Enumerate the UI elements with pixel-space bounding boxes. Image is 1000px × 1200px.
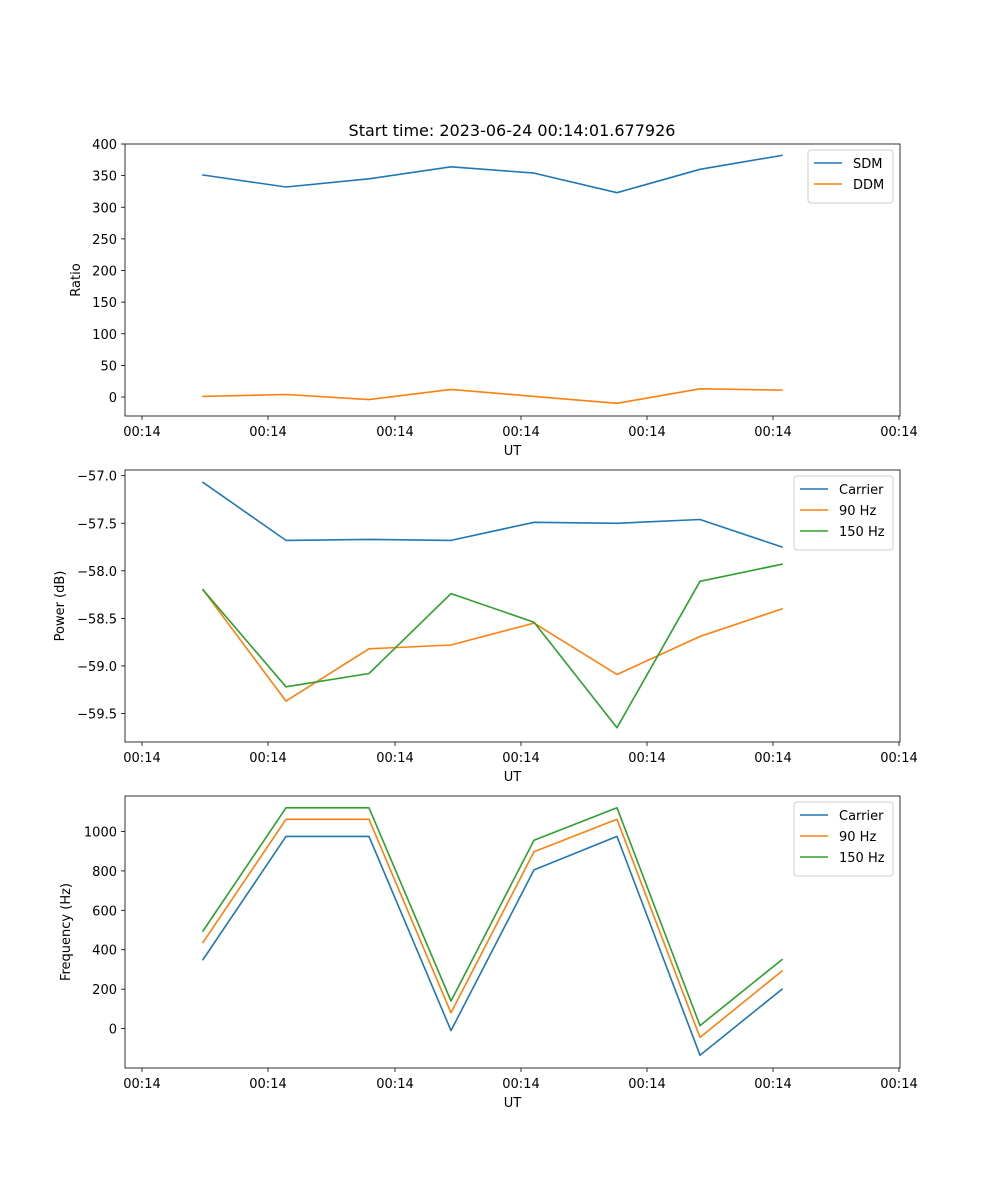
y-tick-label: 300 <box>92 201 117 216</box>
x-tick-label: 00:14 <box>880 425 917 440</box>
x-tick-label: 00:14 <box>628 1077 665 1092</box>
series-line-carrier <box>201 481 784 549</box>
x-tick-label: 00:14 <box>502 1077 539 1092</box>
x-tick-label: 00:14 <box>880 751 917 766</box>
legend-entry: DDM <box>853 178 884 193</box>
x-axis-label: UT <box>504 770 522 785</box>
x-tick-label: 00:14 <box>754 1077 791 1092</box>
y-tick-label: 400 <box>92 138 117 153</box>
legend: Carrier 90 Hz 150 Hz <box>793 801 894 877</box>
legend: Carrier 90 Hz 150 Hz <box>793 475 894 551</box>
x-tick-label: 00:14 <box>376 751 413 766</box>
y-tick-label: 50 <box>100 359 117 374</box>
x-tick-label: 00:14 <box>754 425 791 440</box>
series-line-150-hz <box>201 806 784 1027</box>
y-tick-label: 200 <box>92 983 117 998</box>
legend-entry: SDM <box>853 157 882 172</box>
y-axis-label: Power (dB) <box>53 571 68 642</box>
y-tick-label: −57.5 <box>77 517 117 532</box>
legend-entry: Carrier <box>839 483 884 498</box>
x-axis-label: UT <box>504 1096 522 1111</box>
x-tick-label: 00:14 <box>249 751 286 766</box>
y-tick-label: 800 <box>92 865 117 880</box>
y-tick-label: 250 <box>92 233 117 248</box>
x-tick-label: 00:14 <box>628 751 665 766</box>
legend-entry: 90 Hz <box>839 830 876 845</box>
x-tick-label: 00:14 <box>249 1077 286 1092</box>
chart-title: Start time: 2023-06-24 00:14:01.677926 <box>349 121 676 140</box>
x-tick-label: 00:14 <box>880 1077 917 1092</box>
x-tick-label: 00:14 <box>123 1077 160 1092</box>
y-axis-label: Frequency (Hz) <box>59 883 74 981</box>
x-tick-label: 00:14 <box>502 751 539 766</box>
y-axis-label: Ratio <box>69 263 84 296</box>
y-tick-label: 1000 <box>84 825 117 840</box>
y-tick-label: 400 <box>92 944 117 959</box>
legend: SDM DDM <box>807 149 894 204</box>
legend-entry: 150 Hz <box>839 851 885 866</box>
x-tick-label: 00:14 <box>754 751 791 766</box>
y-tick-label: 0 <box>109 391 117 406</box>
series-line-carrier <box>201 835 784 1056</box>
series-line-150-hz <box>201 563 783 729</box>
series-line-sdm <box>202 154 783 194</box>
x-tick-label: 00:14 <box>123 751 160 766</box>
plot-panel-1: 00:14 00:14 00:14 00:14 00:14 00:14 00:14 0 50 10… <box>69 138 918 459</box>
legend-entry: 150 Hz <box>839 525 885 540</box>
plot-panel-2: 00:14 00:14 00:14 00:14 00:14 00:14 00:14 −57.0… <box>53 469 918 785</box>
x-tick-label: 00:14 <box>376 1077 413 1092</box>
series-line-90-hz <box>201 818 784 1039</box>
x-tick-label: 00:14 <box>123 425 160 440</box>
x-tick-label: 00:14 <box>502 425 539 440</box>
series-line-ddm <box>202 387 783 405</box>
axes-frame <box>124 469 901 743</box>
axes-frame <box>124 795 901 1069</box>
y-tick-label: 600 <box>92 904 117 919</box>
x-tick-label: 00:14 <box>249 425 286 440</box>
y-tick-label: −59.0 <box>77 660 117 675</box>
y-tick-label: 100 <box>92 328 117 343</box>
x-tick-label: 00:14 <box>376 425 413 440</box>
plot-panel-3: 00:14 00:14 00:14 00:14 00:14 00:14 00:14 0 200 4… <box>59 795 918 1111</box>
y-tick-label: −58.5 <box>77 612 117 627</box>
y-tick-label: 0 <box>109 1023 117 1038</box>
x-axis-label: UT <box>504 444 522 459</box>
axes-frame <box>124 143 901 417</box>
legend-entry: 90 Hz <box>839 504 876 519</box>
y-tick-label: −58.0 <box>77 565 117 580</box>
y-tick-label: 350 <box>92 170 117 185</box>
y-tick-label: 200 <box>92 265 117 280</box>
series-line-90-hz <box>201 588 784 702</box>
y-tick-label: −59.5 <box>77 707 117 722</box>
x-tick-label: 00:14 <box>628 425 665 440</box>
legend-entry: Carrier <box>839 809 884 824</box>
y-tick-label: 150 <box>92 296 117 311</box>
y-tick-label: −57.0 <box>77 470 117 485</box>
